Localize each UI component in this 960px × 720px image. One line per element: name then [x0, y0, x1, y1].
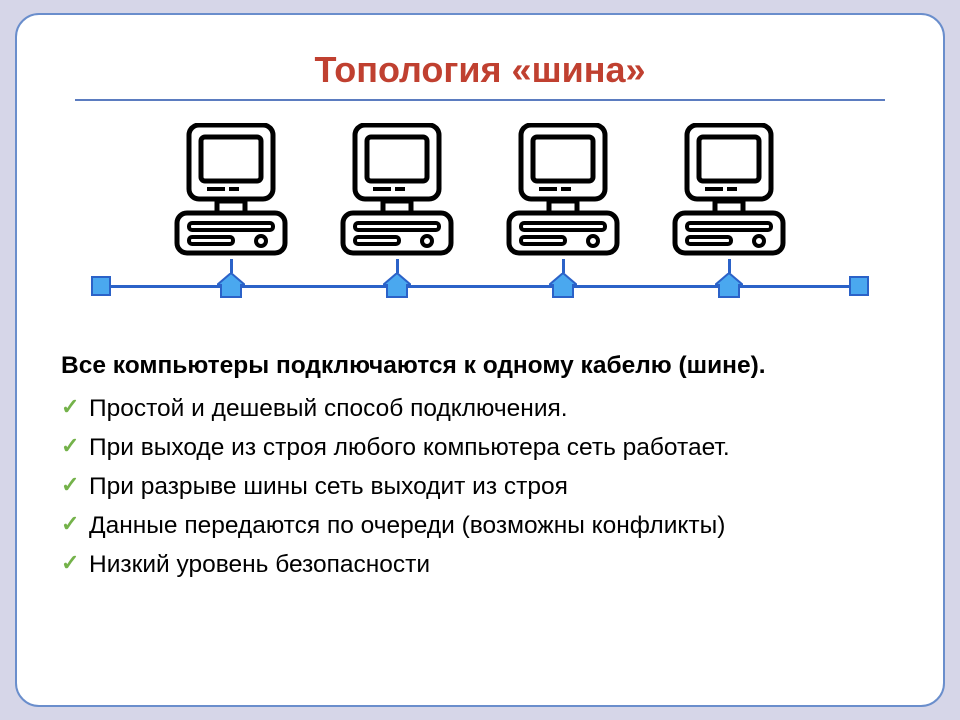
tap-connector-icon — [715, 273, 743, 299]
bus-tap — [503, 273, 623, 299]
computer — [337, 123, 457, 259]
computer-icon — [503, 123, 623, 259]
bullet-item: Низкий уровень безопасности — [61, 548, 899, 581]
computer-icon — [171, 123, 291, 259]
drop-cable — [230, 259, 233, 273]
computer-icon — [669, 123, 789, 259]
bus-topology-diagram — [61, 123, 899, 323]
bullet-list: Простой и дешевый способ подключения. При… — [61, 392, 899, 581]
bus-tap — [171, 273, 291, 299]
bullet-item: Простой и дешевый способ подключения. — [61, 392, 899, 425]
computer — [669, 123, 789, 259]
tap-connector-icon — [383, 273, 411, 299]
bullet-item: При разрыве шины сеть выходит из строя — [61, 470, 899, 503]
lead-text: Все компьютеры подключаются к одному каб… — [61, 349, 899, 382]
bus-tap — [337, 273, 457, 299]
computer — [503, 123, 623, 259]
title-underline — [75, 99, 885, 101]
computer-icon — [337, 123, 457, 259]
bullet-item: При выходе из строя любого компьютера се… — [61, 431, 899, 464]
tap-connector-icon — [217, 273, 245, 299]
drop-cable — [728, 259, 731, 273]
bullet-item: Данные передаются по очереди (возможны к… — [61, 509, 899, 542]
tap-row — [91, 273, 869, 299]
slide-content: Все компьютеры подключаются к одному каб… — [61, 349, 899, 581]
slide-frame: Топология «шина» — [15, 13, 945, 707]
computer — [171, 123, 291, 259]
drop-cable — [562, 259, 565, 273]
drop-cable — [396, 259, 399, 273]
computer-row — [61, 123, 899, 259]
tap-connector-icon — [549, 273, 577, 299]
bus-tap — [669, 273, 789, 299]
slide-title: Топология «шина» — [61, 49, 899, 91]
